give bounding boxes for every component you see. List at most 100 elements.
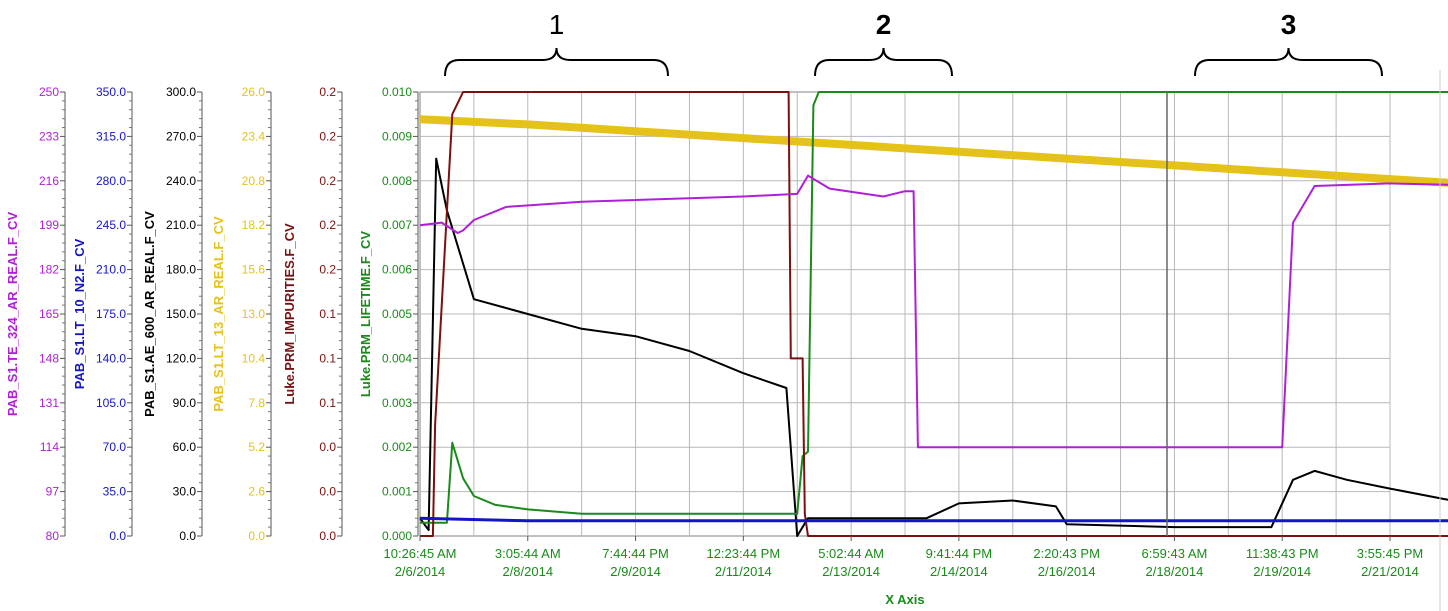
y-axis-6: 0.010 0.009 0.008 0.007 0.006 0.005 0.004 0.003… [358, 85, 419, 543]
y-axis-2: 350.0 315.0 280.0 245.0 210.0 175.0 140.0 105.0… [72, 85, 133, 543]
x-tick-time: 6:59:43 AM [1142, 546, 1208, 561]
y-tick-label: 0.007 [382, 218, 412, 232]
y-tick-label: 240.0 [166, 174, 196, 188]
y-axis-4: 26.0 23.4 20.8 18.2 15.6 13.0 10.4 7.8 5.2 2.6 0.0… [211, 85, 272, 543]
y-tick-label: 0.0 [319, 440, 336, 454]
y-tick-label: 0.009 [382, 129, 412, 143]
x-tick-date: 2/21/2014 [1361, 564, 1419, 579]
x-axis-title: X Axis [885, 592, 924, 607]
y-tick-label: 0.0 [248, 529, 265, 543]
y-tick-label: 270.0 [166, 129, 196, 143]
x-tick-time: 9:41:44 PM [926, 546, 993, 561]
y-tick-label: 0.2 [319, 263, 336, 277]
x-tick-time: 10:26:45 AM [384, 546, 457, 561]
y-tick-label: 0.010 [382, 85, 412, 99]
y-tick-label: 20.8 [242, 174, 266, 188]
annotation-brackets: 1 2 3 [444, 9, 1383, 77]
y-tick-label: 0.0 [109, 529, 126, 543]
x-tick-date: 2/16/2014 [1038, 564, 1096, 579]
y-tick-label: 0.2 [319, 174, 336, 188]
y-tick-label: 0.1 [319, 307, 336, 321]
y-tick-label: 26.0 [242, 85, 266, 99]
y-tick-label: 250 [39, 85, 59, 99]
y-tick-label: 165 [39, 307, 59, 321]
y-tick-label: 0.1 [319, 396, 336, 410]
y-tick-label: 5.2 [248, 440, 265, 454]
annotation-label-1: 1 [549, 9, 565, 40]
y-axis-1: 250 233 216 199 182 165 148 131 114 97 80 PAB_S1.TE… [5, 85, 66, 543]
series-lines [419, 91, 1448, 537]
x-tick-date: 2/13/2014 [822, 564, 880, 579]
y-tick-label: 280.0 [96, 174, 126, 188]
y-tick-label: 315.0 [96, 129, 126, 143]
y-tick-label: 140.0 [96, 351, 126, 365]
y-tick-label: 0.2 [319, 218, 336, 232]
y-tick-label: 60.0 [173, 440, 197, 454]
y-tick-label: 175.0 [96, 307, 126, 321]
y-tick-label: 105.0 [96, 396, 126, 410]
annotation-bracket-2 [814, 47, 953, 77]
y-tick-label: 0.002 [382, 440, 412, 454]
y-tick-label: 0.2 [319, 129, 336, 143]
x-tick-date: 2/8/2014 [502, 564, 553, 579]
x-tick-time: 3:05:44 AM [495, 546, 561, 561]
y-axis-3: 300.0 270.0 240.0 210.0 180.0 150.0 120.0 90.0 6… [142, 85, 203, 543]
y-axis-title: PAB_S1.LT_13_AR_REAL.F_CV [211, 216, 226, 412]
y-tick-label: 0.008 [382, 174, 412, 188]
annotation-label-2: 2 [876, 9, 892, 40]
y-tick-label: 300.0 [166, 85, 196, 99]
y-tick-label: 0.2 [319, 85, 336, 99]
y-tick-label: 2.6 [248, 485, 265, 499]
y-tick-label: 131 [39, 396, 59, 410]
x-tick-date: 2/9/2014 [610, 564, 661, 579]
y-tick-label: 7.8 [248, 396, 265, 410]
y-tick-label: 216 [39, 174, 59, 188]
annotation-label-3: 3 [1281, 9, 1297, 40]
x-tick-time: 3:55:45 PM [1357, 546, 1424, 561]
series-line-4 [419, 115, 1448, 187]
x-tick-date: 2/11/2014 [715, 564, 772, 579]
y-axes: 250 233 216 199 182 165 148 131 114 97 80 PAB_S1.TE… [5, 85, 419, 543]
y-tick-label: 18.2 [242, 218, 266, 232]
y-tick-label: 23.4 [242, 129, 266, 143]
y-tick-label: 199 [39, 218, 59, 232]
x-tick-time: 7:44:44 PM [602, 546, 669, 561]
y-tick-label: 0.000 [382, 529, 412, 543]
y-tick-label: 15.6 [242, 263, 266, 277]
series-line-3 [419, 157, 1448, 537]
y-tick-label: 0.006 [382, 263, 412, 277]
y-tick-label: 148 [39, 351, 59, 365]
y-tick-label: 180.0 [166, 263, 196, 277]
y-tick-label: 0.003 [382, 396, 412, 410]
y-axis-5: 0.2 0.2 0.2 0.2 0.2 0.1 0.1 0.1 0.0 0.0 0.0 Luke.PR… [282, 85, 343, 543]
y-axis-title: Luke.PRM_IMPURITIES.F_CV [282, 223, 297, 405]
y-axis-title: PAB_S1.LT_10_N2.F_CV [72, 238, 87, 389]
y-tick-label: 245.0 [96, 218, 126, 232]
y-tick-label: 120.0 [166, 351, 196, 365]
x-tick-time: 2:20:43 PM [1033, 546, 1100, 561]
y-tick-label: 35.0 [103, 485, 127, 499]
y-axis-title: PAB_S1.TE_324_AR_REAL.F_CV [5, 212, 20, 417]
y-tick-label: 0.005 [382, 307, 412, 321]
series-line-1 [419, 174, 1448, 449]
y-tick-label: 97 [46, 485, 60, 499]
y-tick-label: 0.1 [319, 351, 336, 365]
y-tick-label: 210.0 [96, 263, 126, 277]
y-tick-label: 90.0 [173, 396, 197, 410]
x-tick-date: 2/19/2014 [1253, 564, 1311, 579]
y-axis-title: PAB_S1.AE_600_AR_REAL.F_CV [142, 211, 157, 417]
y-tick-label: 70.0 [103, 440, 127, 454]
annotation-bracket-1 [444, 47, 669, 77]
y-tick-label: 0.001 [382, 485, 412, 499]
x-axis-ticks: 10:26:45 AM 2/6/2014 3:05:44 AM 2/8/2014 7:4… [384, 536, 1424, 579]
y-tick-label: 150.0 [166, 307, 196, 321]
x-tick-time: 12:23:44 PM [706, 546, 780, 561]
y-tick-label: 0.0 [319, 529, 336, 543]
series-line-2 [419, 516, 1448, 523]
y-tick-label: 0.004 [382, 351, 412, 365]
x-tick-time: 5:02:44 AM [818, 546, 884, 561]
x-tick-time: 11:38:43 PM [1246, 546, 1319, 561]
y-tick-label: 0.0 [319, 485, 336, 499]
y-tick-label: 80 [46, 529, 60, 543]
